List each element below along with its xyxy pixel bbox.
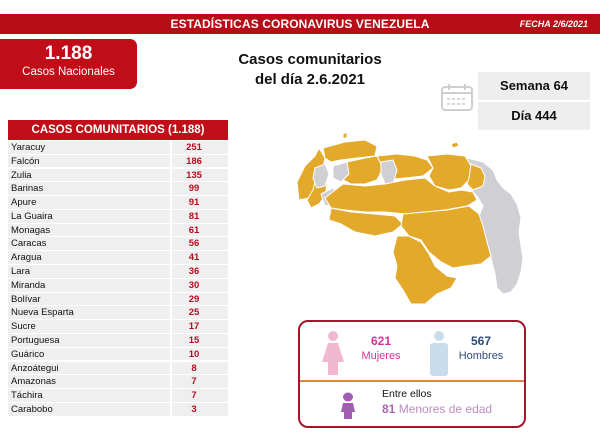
table-row: Táchira 7: [8, 389, 228, 403]
state-cases: 41: [172, 251, 228, 265]
state-name: Falcón: [8, 154, 170, 169]
table-row: Zulia 135: [8, 168, 228, 183]
community-table: Yaracuy 251 Falcón 186 Zulia 135 Barinas 99 Apur…: [8, 141, 228, 417]
table-row: Caracas 56: [8, 237, 228, 252]
table-row: Amazonas 7: [8, 375, 228, 389]
state-name: Monagas: [8, 223, 170, 238]
state-cases: 15: [172, 333, 228, 348]
state-cases: 186: [172, 154, 228, 169]
minors-label: Menores de edad: [398, 402, 493, 416]
headline: Casos comunitarios del día 2.6.2021: [190, 50, 430, 90]
table-row: Anzoátegui 8: [8, 361, 228, 376]
state-cases: 25: [172, 306, 228, 321]
national-cases-label: Casos Nacionales: [22, 66, 115, 78]
calendar-icon: [441, 84, 473, 111]
state-name: Miranda: [8, 278, 170, 293]
table-row: La Guaira 81: [8, 209, 228, 224]
state-cases: 135: [172, 168, 228, 183]
title-text: ESTADÍSTICAS CORONAVIRUS VENEZUELA: [170, 17, 430, 31]
table-row: Bolívar 29: [8, 292, 228, 307]
table-row: Lara 36: [8, 265, 228, 279]
week-cell: Semana 64: [478, 72, 590, 100]
state-name: Zulia: [8, 168, 170, 183]
woman-icon: [322, 331, 344, 375]
state-name: Anzoátegui: [8, 361, 170, 376]
men-label: Hombres: [458, 350, 504, 362]
state-cases: 30: [172, 278, 228, 293]
state-name: Nueva Esparta: [8, 306, 170, 321]
state-name: Lara: [8, 265, 170, 279]
table-row: Monagas 61: [8, 223, 228, 238]
state-cases: 8: [172, 361, 228, 376]
minors-line: 81 Menores de edad: [382, 402, 492, 416]
state-cases: 7: [172, 375, 228, 389]
state-cases: 91: [172, 196, 228, 210]
table-row: Sucre 17: [8, 320, 228, 334]
state-name: Barinas: [8, 182, 170, 197]
minors-intro: Entre ellos: [382, 388, 432, 400]
table-row: Portuguesa 15: [8, 333, 228, 348]
state-cases: 7: [172, 389, 228, 403]
state-name: Caracas: [8, 237, 170, 252]
table-row: Aragua 41: [8, 251, 228, 265]
table-row: Apure 91: [8, 196, 228, 210]
women-label: Mujeres: [361, 350, 401, 362]
state-name: Apure: [8, 196, 170, 210]
state-name: Sucre: [8, 320, 170, 334]
men-count: 567: [470, 334, 492, 348]
state-name: Guárico: [8, 347, 170, 362]
state-cases: 251: [172, 141, 228, 155]
table-row: Guárico 10: [8, 347, 228, 362]
state-cases: 99: [172, 182, 228, 197]
man-icon: [430, 331, 448, 376]
national-cases-card: 1.188 Casos Nacionales: [0, 39, 137, 89]
state-cases: 61: [172, 223, 228, 238]
state-cases: 3: [172, 402, 228, 417]
state-name: Portuguesa: [8, 333, 170, 348]
community-table-title: CASOS COMUNITARIOS (1.188): [8, 120, 228, 140]
state-name: Carabobo: [8, 402, 170, 417]
state-cases: 56: [172, 237, 228, 252]
state-name: Aragua: [8, 251, 170, 265]
minors-count: 81: [382, 402, 396, 416]
venezuela-map: [296, 131, 524, 305]
divider: [300, 380, 524, 382]
table-row: Nueva Esparta 25: [8, 306, 228, 321]
report-date: FECHA 2/6/2021: [519, 19, 588, 29]
gender-breakdown-card: 621 Mujeres 567 Hombres Entre ellos 81 M…: [298, 320, 526, 428]
national-cases-value: 1.188: [44, 43, 93, 64]
women-count: 621: [370, 334, 392, 348]
headline-line-2: del día 2.6.2021: [254, 71, 366, 88]
table-row: Yaracuy 251: [8, 141, 228, 155]
day-cell: Día 444: [478, 102, 590, 130]
state-name: Yaracuy: [8, 141, 170, 155]
headline-line-1: Casos comunitarios: [238, 51, 382, 68]
state-name: Táchira: [8, 389, 170, 403]
state-name: Amazonas: [8, 375, 170, 389]
header-bar: ESTADÍSTICAS CORONAVIRUS VENEZUELA FECHA…: [0, 14, 600, 34]
state-cases: 29: [172, 292, 228, 307]
state-name: Bolívar: [8, 292, 170, 307]
state-cases: 10: [172, 347, 228, 362]
table-row: Miranda 30: [8, 278, 228, 293]
table-row: Falcón 186: [8, 154, 228, 169]
state-cases: 36: [172, 265, 228, 279]
table-row: Barinas 99: [8, 182, 228, 197]
state-cases: 81: [172, 209, 228, 224]
page-title: ESTADÍSTICAS CORONAVIRUS VENEZUELA: [0, 14, 600, 34]
child-icon: [341, 392, 355, 419]
table-row: Carabobo 3: [8, 402, 228, 417]
state-name: La Guaira: [8, 209, 170, 224]
state-cases: 17: [172, 320, 228, 334]
